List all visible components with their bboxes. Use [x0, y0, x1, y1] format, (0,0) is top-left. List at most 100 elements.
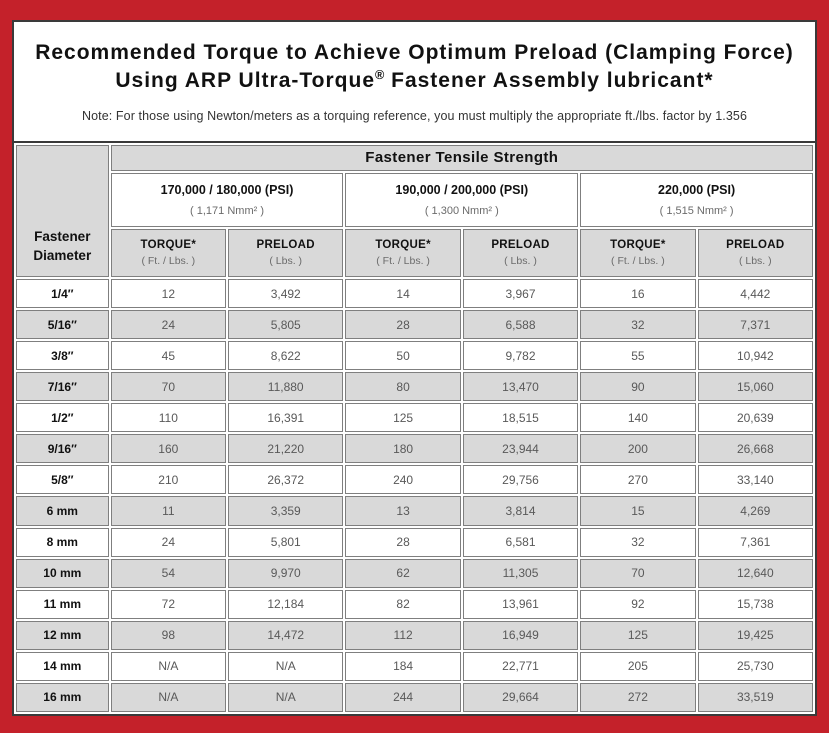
- preload-value-cell: 33,140: [697, 465, 813, 495]
- torque-value-cell: 13: [345, 496, 461, 526]
- preload-column-header: PRELOAD ( Lbs. ): [228, 229, 344, 277]
- diameter-cell: 8 mm: [16, 527, 109, 557]
- diameter-cell: 12 mm: [16, 620, 109, 650]
- torque-value-cell: 90: [580, 372, 696, 402]
- torque-value-cell: 112: [345, 620, 461, 650]
- table-row: 14 mm N/A N/A 184 22,771 205 25,730: [16, 651, 813, 681]
- torque-value-cell: 70: [110, 372, 227, 402]
- preload-value-cell: 26,668: [697, 434, 813, 464]
- column-header-row: TORQUE* ( Ft. / Lbs. ) PRELOAD ( Lbs. ) …: [16, 229, 813, 277]
- nmm-value: ( 1,171 Nmm² ): [190, 205, 264, 217]
- torque-value-cell: 125: [580, 620, 696, 650]
- preload-value-cell: 18,515: [462, 403, 579, 433]
- page-title-line2: Using ARP Ultra-Torque® Fastener Assembl…: [14, 67, 815, 95]
- table-row: 6 mm 11 3,359 13 3,814 15 4,269: [16, 496, 813, 526]
- preload-value-cell: 8,622: [228, 341, 344, 371]
- diameter-cell: 1/4″: [16, 279, 109, 309]
- table-body: 1/4″ 12 3,492 14 3,967 16 4,442 5/16″ 24…: [16, 279, 813, 712]
- torque-unit: ( Ft. / Lbs. ): [141, 255, 196, 267]
- torque-value-cell: 28: [345, 310, 461, 340]
- torque-value-cell: 180: [345, 434, 461, 464]
- preload-value-cell: 19,425: [697, 620, 813, 650]
- torque-value-cell: 240: [345, 465, 461, 495]
- diameter-cell: 10 mm: [16, 558, 109, 588]
- preload-value-cell: 3,359: [228, 496, 344, 526]
- tensile-strength-header-row: Fastener Diameter Fastener Tensile Stren…: [16, 145, 813, 277]
- torque-value-cell: 80: [345, 372, 461, 402]
- diameter-cell: 14 mm: [16, 651, 109, 681]
- torque-value-cell: 272: [580, 682, 696, 712]
- torque-value-cell: 110: [110, 403, 227, 433]
- torque-value-cell: 210: [110, 465, 227, 495]
- torque-value-cell: 98: [110, 620, 227, 650]
- preload-unit: ( Lbs. ): [738, 255, 772, 267]
- preload-column-header: PRELOAD ( Lbs. ): [462, 229, 579, 277]
- diameter-cell: 7/16″: [16, 372, 109, 402]
- strength-group-header-190: 190,000 / 200,000 (PSI) ( 1,300 Nmm² ): [345, 173, 579, 227]
- table-row: 10 mm 54 9,970 62 11,305 70 12,640: [16, 558, 813, 588]
- preload-column-header: PRELOAD ( Lbs. ): [697, 229, 813, 277]
- preload-value-cell: 13,961: [462, 589, 579, 619]
- preload-value-cell: 6,581: [462, 527, 579, 557]
- preload-value-cell: N/A: [228, 682, 344, 712]
- table-row: 3/8″ 45 8,622 50 9,782 55 10,942: [16, 341, 813, 371]
- preload-value-cell: 5,801: [228, 527, 344, 557]
- preload-value-cell: 11,305: [462, 558, 579, 588]
- preload-value-cell: 12,640: [697, 558, 813, 588]
- preload-value-cell: 4,269: [697, 496, 813, 526]
- table-row: 5/8″ 210 26,372 240 29,756 270 33,140: [16, 465, 813, 495]
- preload-value-cell: 22,771: [462, 651, 579, 681]
- preload-value-cell: 29,756: [462, 465, 579, 495]
- diameter-cell: 11 mm: [16, 589, 109, 619]
- title-block: Recommended Torque to Achieve Optimum Pr…: [14, 22, 815, 141]
- preload-value-cell: 4,442: [697, 279, 813, 309]
- registered-trademark-symbol: ®: [375, 68, 385, 83]
- torque-value-cell: 205: [580, 651, 696, 681]
- diameter-cell: 5/16″: [16, 310, 109, 340]
- table-row: 5/16″ 24 5,805 28 6,588 32 7,371: [16, 310, 813, 340]
- torque-value-cell: 14: [345, 279, 461, 309]
- preload-value-cell: 33,519: [697, 682, 813, 712]
- diameter-cell: 1/2″: [16, 403, 109, 433]
- diameter-cell: 5/8″: [16, 465, 109, 495]
- diameter-cell: 9/16″: [16, 434, 109, 464]
- preload-value-cell: 12,184: [228, 589, 344, 619]
- table-row: 9/16″ 160 21,220 180 23,944 200 26,668: [16, 434, 813, 464]
- torque-value-cell: 72: [110, 589, 227, 619]
- torque-value-cell: 125: [345, 403, 461, 433]
- preload-value-cell: 13,470: [462, 372, 579, 402]
- torque-value-cell: 12: [110, 279, 227, 309]
- torque-value-cell: 50: [345, 341, 461, 371]
- fastener-diameter-header-cell: Fastener Diameter: [16, 145, 109, 277]
- psi-header-row: 170,000 / 180,000 (PSI) ( 1,171 Nmm² ) 1…: [16, 173, 813, 227]
- table-row: 12 mm 98 14,472 112 16,949 125 19,425: [16, 620, 813, 650]
- torque-value-cell: 200: [580, 434, 696, 464]
- title-line2-post: Fastener Assembly lubricant*: [384, 69, 714, 93]
- torque-label: TORQUE*: [375, 239, 431, 251]
- preload-value-cell: N/A: [228, 651, 344, 681]
- torque-value-cell: 82: [345, 589, 461, 619]
- torque-value-cell: 92: [580, 589, 696, 619]
- psi-value: 190,000 / 200,000 (PSI): [395, 183, 529, 197]
- preload-value-cell: 16,391: [228, 403, 344, 433]
- preload-value-cell: 21,220: [228, 434, 344, 464]
- torque-column-header: TORQUE* ( Ft. / Lbs. ): [110, 229, 227, 277]
- title-line2-pre: Using ARP Ultra-Torque: [115, 69, 375, 93]
- preload-value-cell: 6,588: [462, 310, 579, 340]
- torque-value-cell: 24: [110, 527, 227, 557]
- torque-value-cell: 28: [345, 527, 461, 557]
- torque-spec-table: Fastener Diameter Fastener Tensile Stren…: [14, 141, 815, 714]
- preload-value-cell: 26,372: [228, 465, 344, 495]
- torque-value-cell: 62: [345, 558, 461, 588]
- torque-value-cell: 244: [345, 682, 461, 712]
- preload-value-cell: 29,664: [462, 682, 579, 712]
- fastener-diameter-header-text: Fastener Diameter: [17, 227, 108, 276]
- preload-label: PRELOAD: [726, 239, 785, 251]
- table-row: 1/4″ 12 3,492 14 3,967 16 4,442: [16, 279, 813, 309]
- page-title-line1: Recommended Torque to Achieve Optimum Pr…: [35, 41, 794, 64]
- preload-value-cell: 10,942: [697, 341, 813, 371]
- preload-value-cell: 3,492: [228, 279, 344, 309]
- torque-value-cell: 140: [580, 403, 696, 433]
- preload-value-cell: 3,814: [462, 496, 579, 526]
